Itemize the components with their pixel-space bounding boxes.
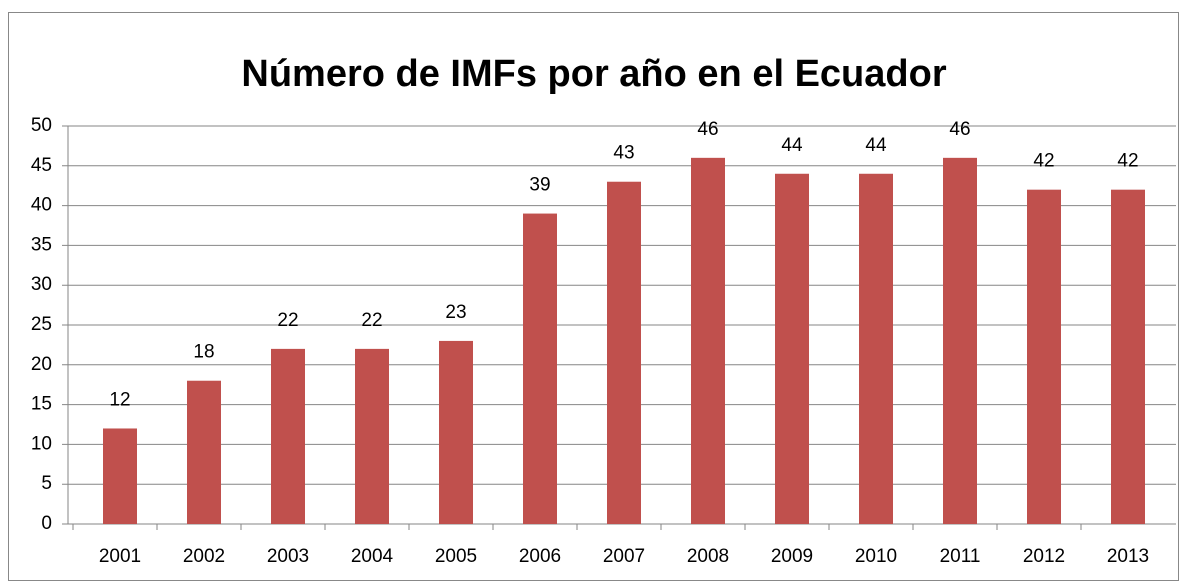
bar (439, 340, 473, 524)
bar (1027, 189, 1061, 524)
x-tick-label: 2007 (603, 546, 645, 567)
bar (271, 348, 305, 524)
y-tick-label: 30 (31, 274, 52, 295)
y-tick-label: 20 (31, 354, 52, 375)
x-tick-label: 2010 (855, 546, 897, 567)
data-label: 23 (445, 302, 466, 323)
data-label: 42 (1033, 151, 1054, 172)
x-tick-label: 2009 (771, 546, 813, 567)
y-tick-label: 0 (41, 513, 52, 534)
bar (859, 173, 893, 524)
bar (355, 348, 389, 524)
data-label: 22 (361, 310, 382, 331)
chart-border (8, 12, 1179, 581)
x-tick-label: 2004 (351, 546, 394, 567)
y-tick-label: 40 (31, 195, 52, 216)
bar (943, 157, 977, 524)
y-tick-label: 10 (31, 433, 52, 454)
x-tick-label: 2011 (940, 546, 981, 567)
bar (523, 213, 557, 524)
bar (103, 428, 137, 524)
data-label: 22 (277, 310, 298, 331)
bar (775, 173, 809, 524)
data-label: 44 (781, 135, 803, 156)
x-tick-label: 2008 (687, 546, 729, 567)
y-tick-label: 5 (41, 473, 52, 494)
x-tick-label: 2013 (1107, 546, 1149, 567)
data-label: 18 (193, 342, 214, 363)
data-label: 44 (865, 135, 887, 156)
bar (607, 181, 641, 524)
chart-title: Número de IMFs por año en el Ecuador (241, 53, 946, 95)
data-label: 42 (1117, 151, 1138, 172)
y-tick-label: 25 (31, 314, 52, 335)
x-tick-label: 2001 (99, 546, 141, 567)
x-tick-label: 2005 (435, 546, 477, 567)
x-tick-label: 2006 (519, 546, 561, 567)
y-tick-label: 15 (31, 394, 52, 415)
bar (691, 157, 725, 524)
y-tick-label: 35 (31, 234, 52, 255)
y-tick-label: 45 (31, 155, 52, 176)
bar (1111, 189, 1145, 524)
data-label: 43 (613, 143, 634, 164)
y-tick-label: 50 (31, 115, 52, 136)
data-label: 12 (109, 389, 130, 410)
data-label: 46 (949, 119, 970, 140)
bar (187, 380, 221, 524)
data-label: 39 (529, 175, 550, 196)
x-tick-label: 2002 (183, 546, 225, 567)
x-tick-label: 2012 (1023, 546, 1065, 567)
data-label: 46 (697, 119, 718, 140)
x-tick-label: 2003 (267, 546, 309, 567)
